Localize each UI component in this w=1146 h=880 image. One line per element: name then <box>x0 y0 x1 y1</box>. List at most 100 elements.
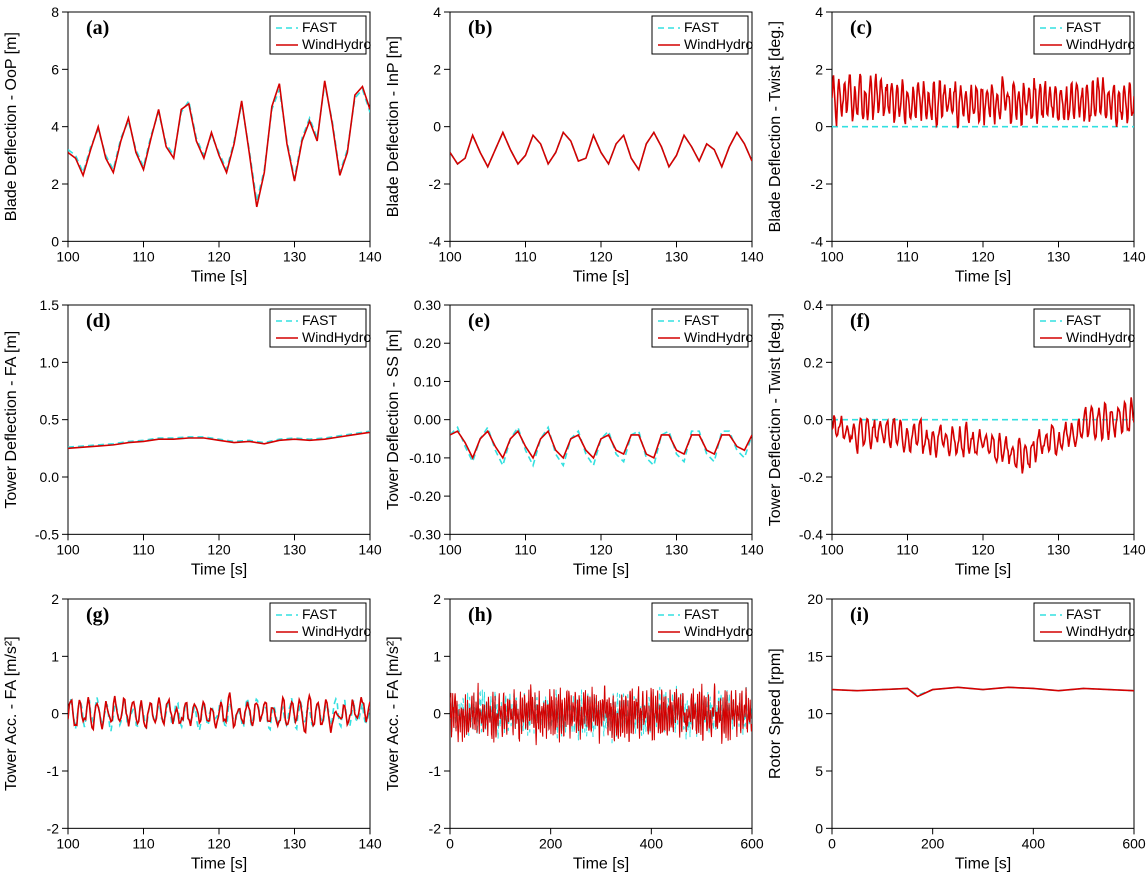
xtick-label: 120 <box>207 542 231 558</box>
ytick-label: 0 <box>815 820 823 836</box>
legend-label: WindHydro <box>684 623 753 639</box>
panel-d-svg: 100110120130140-0.50.00.51.01.5Time [s]T… <box>0 293 382 586</box>
xtick-label: 400 <box>640 835 664 851</box>
ytick-label: 2 <box>51 591 59 607</box>
xtick-label: 200 <box>539 835 563 851</box>
ytick-label: 1.0 <box>40 355 60 371</box>
ytick-label: 2 <box>51 176 59 192</box>
series-windhydro <box>68 692 370 732</box>
panel-c: 100110120130140-4-2024Time [s]Blade Defl… <box>764 0 1146 293</box>
xlabel: Time [s] <box>191 268 247 285</box>
legend-label: WindHydro <box>684 36 753 52</box>
ylabel: Tower Acc. - FA [m/s²] <box>385 636 402 791</box>
xtick-label: 600 <box>740 835 764 851</box>
xtick-label: 0 <box>828 835 836 851</box>
panel-letter: (g) <box>86 604 109 626</box>
ytick-label: 1 <box>433 648 441 664</box>
ytick-label: 20 <box>807 591 823 607</box>
xtick-label: 130 <box>283 835 307 851</box>
legend-label: WindHydro <box>1066 36 1135 52</box>
panel-h: 0 200 400 600 -2 -1 0 1 2 Time [s] Tower Acc. - FA… <box>382 587 764 880</box>
xtick-label: 140 <box>1122 248 1146 264</box>
legend-label: WindHydro <box>302 36 371 52</box>
legend-label: FAST <box>684 19 719 35</box>
xlabel: Time [s] <box>573 855 629 872</box>
xtick-label: 600 <box>1122 835 1146 851</box>
xtick-label: 110 <box>896 248 919 264</box>
xtick-label: 0 <box>446 835 454 851</box>
ytick-label: 2 <box>433 591 441 607</box>
ytick-label: 0 <box>51 705 59 721</box>
xtick-label: 100 <box>56 835 80 851</box>
xtick-label: 140 <box>358 835 382 851</box>
xtick-label: 100 <box>820 542 844 558</box>
ytick-label: 4 <box>815 4 823 20</box>
ylabel: Tower Deflection - SS [m] <box>385 330 402 511</box>
xlabel: Time [s] <box>191 562 247 579</box>
series-windhydro <box>68 81 370 207</box>
panel-b: 100110120130140-4-2024Time [s]Blade Defl… <box>382 0 764 293</box>
legend-label: FAST <box>1066 19 1101 35</box>
xtick-label: 120 <box>971 248 995 264</box>
ytick-label: 10 <box>807 705 823 721</box>
xtick-label: 130 <box>1047 542 1071 558</box>
ytick-label: 0.20 <box>414 336 441 352</box>
ytick-label: 2 <box>815 61 823 77</box>
xlabel: Time [s] <box>955 268 1011 285</box>
xtick-label: 110 <box>514 248 537 264</box>
ylabel: Blade Deflection - InP [m] <box>385 36 402 217</box>
ytick-label: 0.2 <box>804 355 824 371</box>
ytick-label: -4 <box>811 233 824 249</box>
panel-e-svg: 100110120130140-0.30-0.20-0.100.000.100.… <box>382 293 764 586</box>
xtick-label: 110 <box>896 542 919 558</box>
xtick-label: 120 <box>207 248 231 264</box>
ytick-label: 4 <box>433 4 441 20</box>
xtick-label: 130 <box>665 248 689 264</box>
ytick-label: -1 <box>47 763 60 779</box>
ytick-label: 0 <box>433 705 441 721</box>
panel-i: 020040060005101520Time [s]Rotor Speed [r… <box>764 587 1146 880</box>
xtick-label: 140 <box>740 542 764 558</box>
ytick-label: -0.4 <box>799 527 823 543</box>
series-fast <box>68 84 370 202</box>
ytick-label: 1 <box>51 648 59 664</box>
ytick-label: 0 <box>433 119 441 135</box>
ytick-label: 0 <box>815 119 823 135</box>
ytick-label: -2 <box>47 820 60 836</box>
ytick-label: 5 <box>815 763 823 779</box>
xtick-label: 110 <box>132 248 155 264</box>
ytick-label: 0.0 <box>804 412 824 428</box>
legend-label: WindHydro <box>302 329 371 345</box>
panel-letter: (h) <box>468 604 492 626</box>
ytick-label: 0.0 <box>40 469 60 485</box>
ytick-label: -2 <box>429 820 442 836</box>
legend-label: WindHydro <box>1066 623 1135 639</box>
xtick-label: 100 <box>56 542 80 558</box>
ytick-label: -0.10 <box>409 450 441 466</box>
panel-a-svg: 10011012013014002468Time [s]Blade Deflec… <box>0 0 382 293</box>
ytick-label: 15 <box>807 648 823 664</box>
xtick-label: 120 <box>589 542 613 558</box>
series-windhydro <box>832 398 1134 474</box>
panel-b-svg: 100110120130140-4-2024Time [s]Blade Defl… <box>382 0 764 293</box>
panel-letter: (f) <box>850 310 870 332</box>
ylabel: Tower Acc. - FA [m/s²] <box>3 636 20 791</box>
legend-label: WindHydro <box>302 623 371 639</box>
ytick-label: -0.30 <box>409 527 441 543</box>
panel-letter: (d) <box>86 310 110 332</box>
ytick-label: 4 <box>51 119 59 135</box>
ytick-label: -0.20 <box>409 488 441 504</box>
series-windhydro <box>832 74 1134 128</box>
legend-label: FAST <box>302 312 337 328</box>
ytick-label: -2 <box>429 176 442 192</box>
ytick-label: 0.30 <box>414 297 441 313</box>
legend-label: FAST <box>684 312 719 328</box>
xtick-label: 100 <box>820 248 844 264</box>
ylabel: Blade Deflection - OoP [m] <box>3 32 20 221</box>
xtick-label: 130 <box>283 248 307 264</box>
ytick-label: 0 <box>51 233 59 249</box>
xtick-label: 120 <box>207 835 231 851</box>
legend-label: FAST <box>302 19 337 35</box>
xtick-label: 100 <box>438 542 462 558</box>
ytick-label: -1 <box>429 763 442 779</box>
